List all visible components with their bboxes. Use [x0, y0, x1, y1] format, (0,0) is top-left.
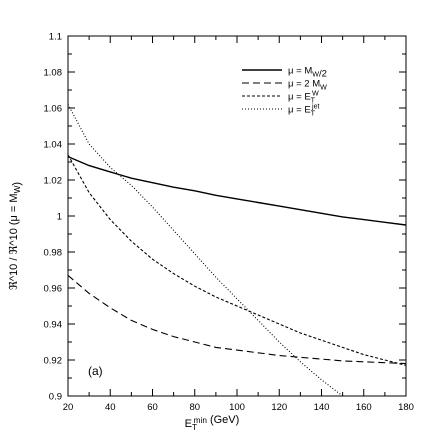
series-line-4	[68, 104, 344, 396]
plot-frame	[67, 35, 407, 397]
y-axis-label: ℜ^10 / ℜ^10 (μ = MW)	[8, 182, 23, 290]
y-tick-label: 0.92	[44, 356, 63, 367]
y-tick-label: 0.96	[44, 284, 63, 295]
y-tick-label: 0.98	[44, 248, 63, 259]
x-tick-label: 20	[63, 402, 74, 413]
x-tick-label: 180	[398, 402, 414, 413]
legend-label: μ = ETW	[288, 90, 319, 105]
y-tick-label: 1.04	[44, 140, 63, 151]
legend-label: μ = ETjet	[288, 103, 320, 118]
x-tick-label: 120	[271, 402, 287, 413]
plot-area	[67, 35, 407, 397]
legend-label: μ = 2 MW	[288, 79, 327, 92]
x-tick-label: 60	[147, 402, 158, 413]
series-line-2	[68, 274, 406, 365]
y-tick-label: 1.06	[44, 104, 63, 115]
x-tick-label: 100	[229, 402, 245, 413]
series-line-3	[68, 154, 406, 366]
legend-label: μ = MW/2	[288, 66, 327, 80]
y-tick-label: 1	[57, 212, 62, 223]
x-tick-label: 80	[189, 402, 200, 413]
x-tick-label: 140	[314, 402, 330, 413]
y-tick-label: 0.94	[44, 320, 63, 331]
series-line-1	[68, 155, 406, 226]
x-tick-label: 40	[105, 402, 116, 413]
y-tick-label: 1.1	[49, 32, 62, 43]
x-axis-label: ETmin (GeV)	[185, 414, 240, 432]
y-axis-ticks: 0.9 0.92 0.94 0.96 0.98 1 1.02 1.04 1.06 1.08 1.1	[44, 32, 406, 403]
x-axis-ticks: 20 40 60 80 100 120 140 160 180	[63, 36, 414, 413]
panel-label: (a)	[88, 364, 103, 378]
y-tick-label: 0.9	[49, 392, 62, 403]
y-tick-label: 1.08	[44, 68, 63, 79]
y-tick-label: 1.02	[44, 176, 63, 187]
x-tick-label: 160	[356, 402, 372, 413]
series-layer	[68, 104, 406, 396]
